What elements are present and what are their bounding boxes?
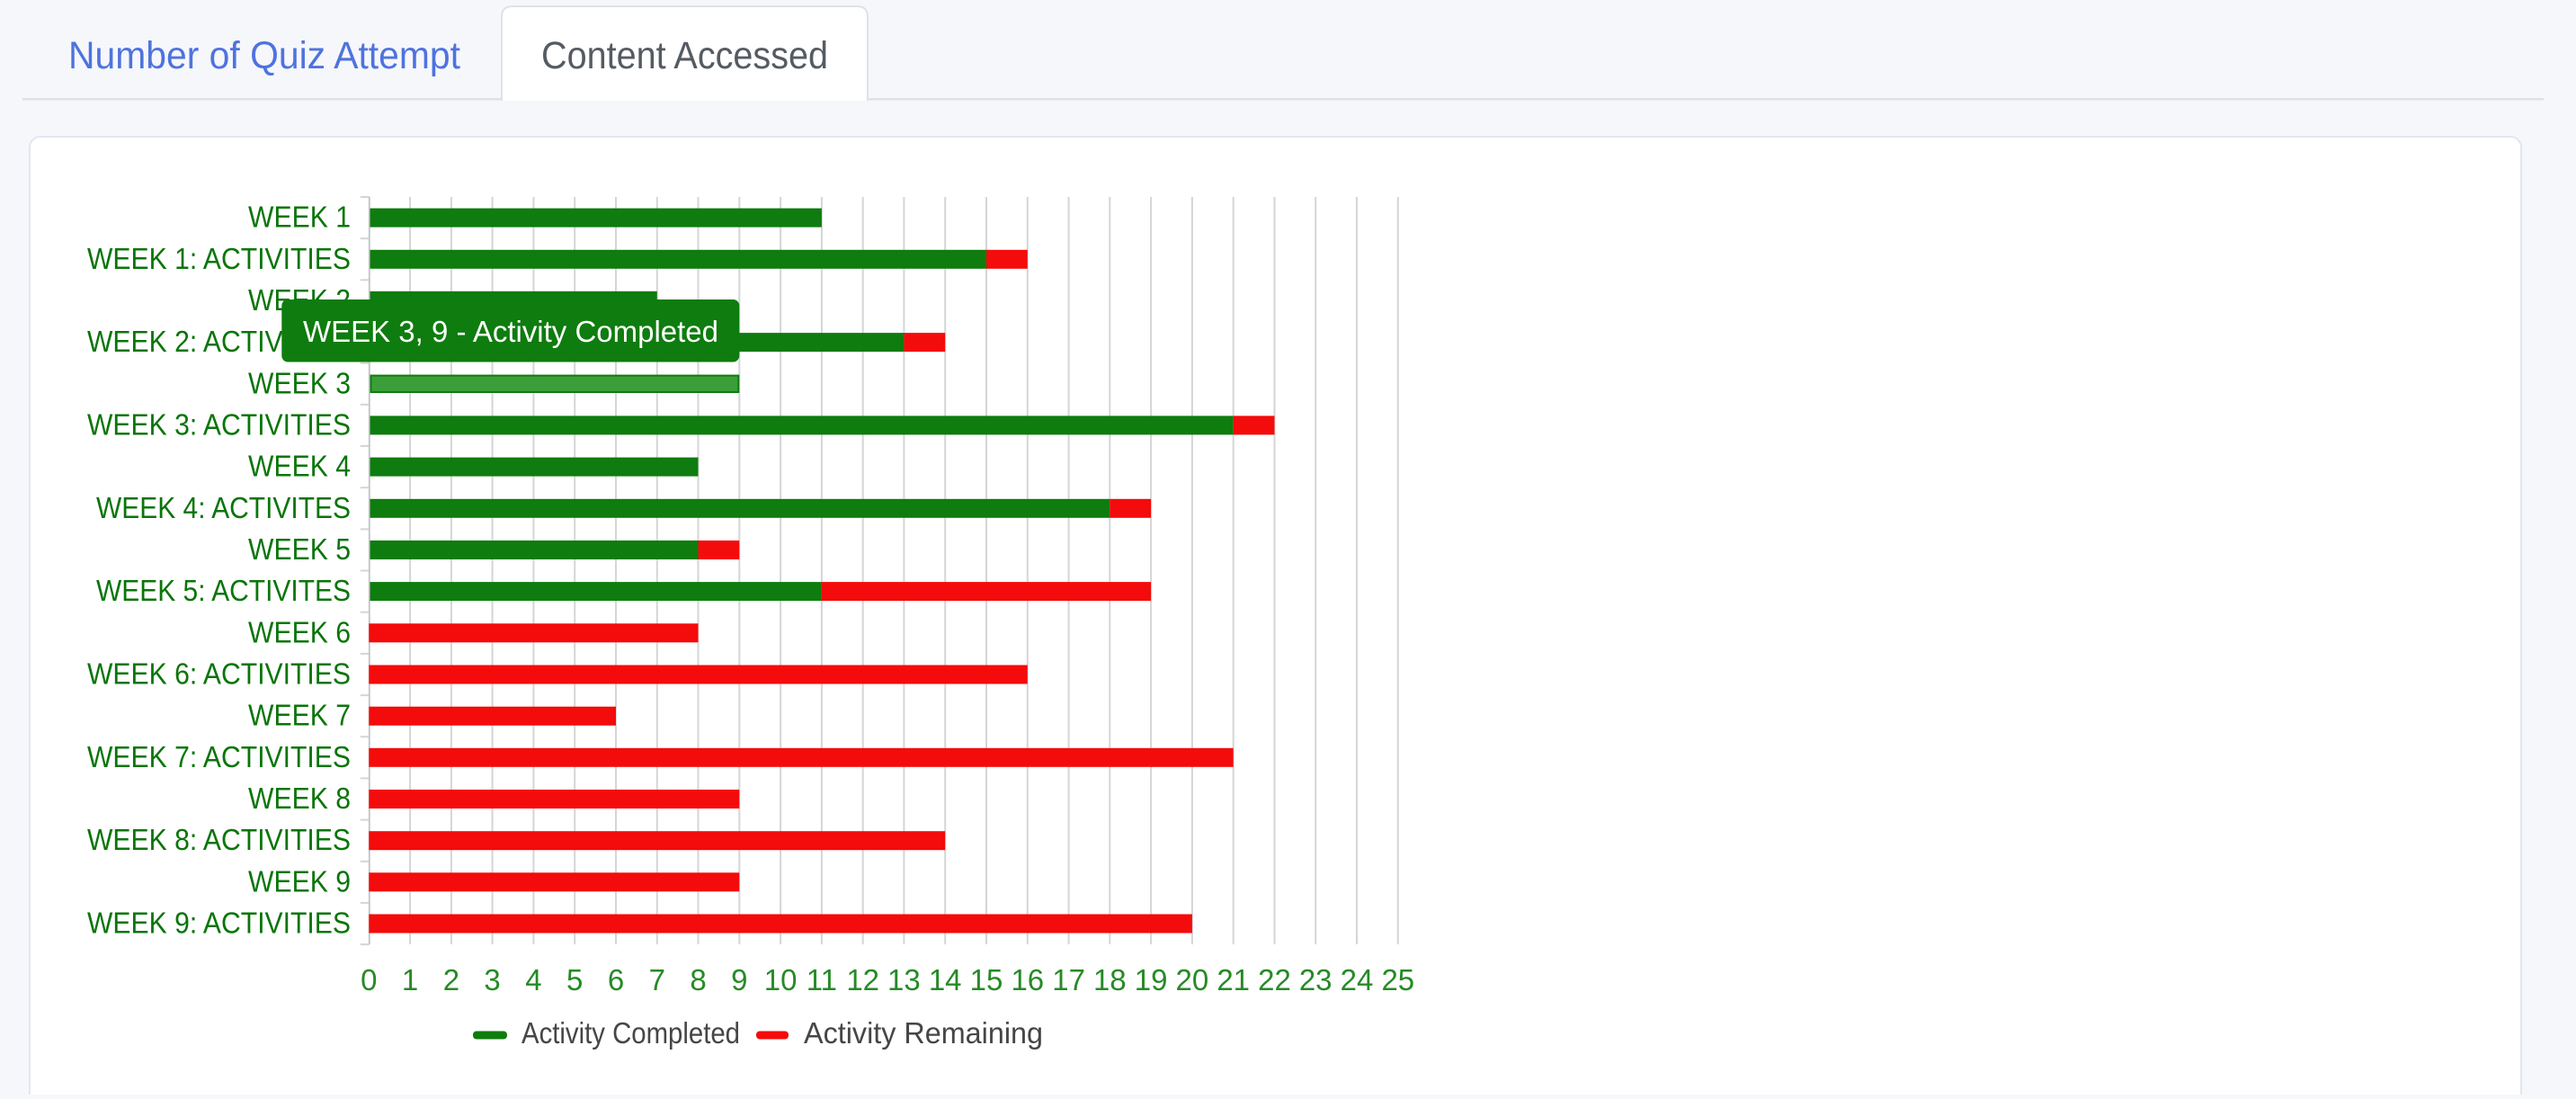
svg-text:17: 17	[1052, 963, 1085, 996]
svg-text:23: 23	[1299, 963, 1333, 996]
svg-text:7: 7	[649, 963, 665, 996]
svg-text:18: 18	[1093, 963, 1127, 996]
svg-text:WEEK 3: WEEK 3	[248, 366, 351, 399]
svg-text:19: 19	[1135, 963, 1168, 996]
svg-text:1: 1	[402, 963, 418, 996]
svg-text:WEEK 7: WEEK 7	[248, 699, 351, 732]
svg-text:21: 21	[1217, 963, 1250, 996]
svg-text:8: 8	[690, 963, 706, 996]
svg-text:15: 15	[970, 963, 1003, 996]
svg-text:2: 2	[443, 963, 459, 996]
svg-text:24: 24	[1341, 963, 1374, 996]
svg-text:WEEK 7: ACTIVITIES: WEEK 7: ACTIVITIES	[87, 740, 351, 773]
svg-text:WEEK 4: ACTIVITES: WEEK 4: ACTIVITES	[96, 491, 351, 524]
svg-text:Activity Remaining: Activity Remaining	[804, 1016, 1043, 1050]
svg-text:WEEK 6: WEEK 6	[248, 615, 351, 648]
svg-text:0: 0	[361, 963, 377, 996]
svg-text:WEEK 1: ACTIVITIES: WEEK 1: ACTIVITIES	[87, 242, 351, 275]
svg-text:10: 10	[764, 963, 798, 996]
svg-text:5: 5	[566, 963, 583, 996]
svg-text:Activity Completed: Activity Completed	[521, 1016, 740, 1050]
svg-text:WEEK 1: WEEK 1	[248, 201, 351, 234]
svg-text:WEEK 3: ACTIVITIES: WEEK 3: ACTIVITIES	[87, 407, 351, 441]
svg-text:WEEK 3, 9 - Activity Completed: WEEK 3, 9 - Activity Completed	[303, 315, 718, 348]
svg-text:6: 6	[608, 963, 624, 996]
svg-text:WEEK 5: ACTIVITES: WEEK 5: ACTIVITES	[96, 574, 351, 607]
svg-text:WEEK 4: WEEK 4	[248, 450, 351, 483]
svg-text:Number of Quiz Attempt: Number of Quiz Attempt	[68, 34, 460, 77]
svg-text:WEEK 9: WEEK 9	[248, 864, 351, 898]
svg-text:20: 20	[1176, 963, 1209, 996]
svg-text:3: 3	[484, 963, 500, 996]
svg-text:14: 14	[929, 963, 962, 996]
svg-text:Content Accessed: Content Accessed	[541, 34, 828, 77]
svg-text:12: 12	[846, 963, 879, 996]
svg-text:9: 9	[731, 963, 747, 996]
svg-text:WEEK 5: WEEK 5	[248, 532, 351, 566]
svg-text:WEEK 9: ACTIVITIES: WEEK 9: ACTIVITIES	[87, 907, 351, 940]
svg-text:13: 13	[887, 963, 921, 996]
svg-text:25: 25	[1381, 963, 1414, 996]
svg-text:16: 16	[1011, 963, 1044, 996]
svg-text:WEEK 6: ACTIVITIES: WEEK 6: ACTIVITIES	[87, 657, 351, 691]
svg-text:11: 11	[807, 963, 837, 996]
svg-text:WEEK 8: WEEK 8	[248, 782, 351, 815]
svg-text:WEEK 8: ACTIVITIES: WEEK 8: ACTIVITIES	[87, 823, 351, 856]
svg-text:4: 4	[525, 963, 541, 996]
svg-text:22: 22	[1258, 963, 1291, 996]
